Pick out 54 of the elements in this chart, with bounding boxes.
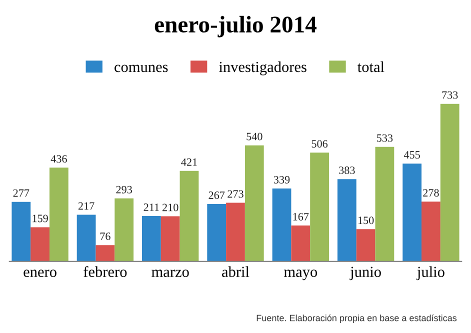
bar [142, 216, 161, 262]
data-label: 506 [312, 140, 328, 148]
chart-title: enero-julio 2014 [154, 16, 316, 38]
bar [207, 204, 226, 262]
bar [337, 179, 356, 262]
data-label: 540 [246, 132, 262, 140]
data-label: 273 [228, 190, 244, 198]
data-label: 150 [358, 216, 374, 224]
source-note: Fuente. Elaboración propia en base a estadísticas [256, 314, 457, 324]
x-tick-label: enero [24, 270, 56, 278]
legend-label: total [358, 61, 384, 72]
data-label: 436 [50, 155, 67, 163]
x-tick-label: mayo [284, 270, 318, 280]
data-label: 76 [100, 232, 110, 240]
bar [291, 226, 310, 262]
bar [114, 198, 134, 262]
bar [76, 214, 96, 262]
data-label: 339 [274, 176, 290, 184]
data-label: 210 [162, 204, 178, 212]
bar [422, 202, 440, 262]
legend-label: investigadores [219, 61, 306, 76]
bar [272, 188, 292, 262]
bar [440, 104, 460, 262]
data-label: 278 [423, 189, 439, 197]
data-label: 211 [144, 204, 159, 211]
bar [96, 245, 115, 262]
bar [12, 202, 31, 262]
bar [30, 227, 50, 262]
x-tick-label: junio [350, 266, 381, 280]
data-label: 383 [339, 166, 355, 174]
bar [402, 164, 422, 262]
bar [49, 168, 68, 262]
data-label: 421 [181, 158, 197, 166]
bar [180, 170, 199, 262]
bar [356, 229, 376, 262]
x-tick-label: febrero [84, 266, 127, 278]
data-label: 267 [208, 192, 225, 199]
x-tick-label: julio [416, 266, 444, 280]
x-tick-label: abril [222, 266, 250, 278]
data-label: 277 [13, 189, 30, 197]
data-label: 293 [116, 186, 132, 194]
bar [226, 202, 245, 262]
bar [160, 216, 180, 262]
legend-label: comunes [114, 64, 168, 72]
data-label: 217 [78, 202, 94, 210]
x-tick-label: marzo [152, 270, 189, 278]
data-label: 159 [32, 214, 48, 222]
data-label: 733 [442, 91, 458, 99]
bar [310, 152, 329, 262]
data-label: 167 [293, 213, 309, 220]
bar [244, 145, 264, 262]
data-label: 455 [404, 151, 420, 159]
data-label: 533 [377, 134, 393, 142]
bar [375, 146, 394, 262]
